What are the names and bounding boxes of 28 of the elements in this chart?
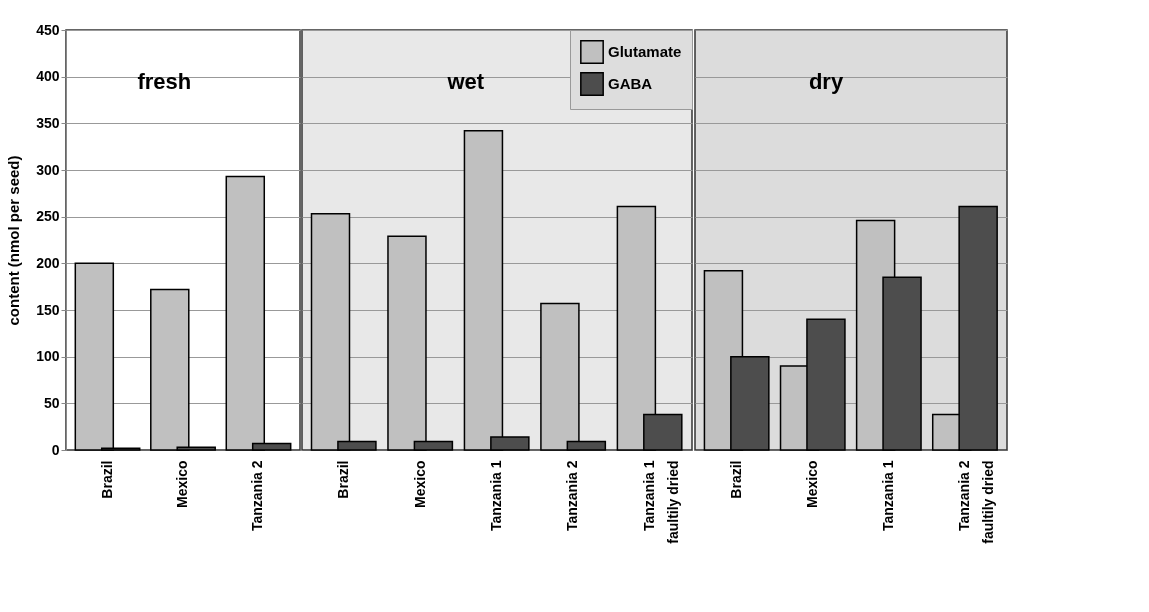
y-tick-label: 250 xyxy=(36,208,60,225)
x-tick-label: Mexico xyxy=(174,460,190,508)
legend-label: Glutamate xyxy=(608,43,682,60)
y-tick-label: 300 xyxy=(36,161,60,178)
x-tick-label: Mexico xyxy=(803,460,820,508)
x-tick-label: Tanzania 2 xyxy=(564,460,581,532)
x-tick-label: Tanzania 2 faultily dried xyxy=(956,460,997,544)
x-tick-label: Tanzania 1 xyxy=(488,460,504,532)
x-tick-label: Tanzania 1 xyxy=(880,460,897,532)
y-tick-label: 0 xyxy=(51,441,60,458)
x-tick-label: Brazil xyxy=(727,460,744,499)
y-tick-label: 50 xyxy=(43,394,60,411)
y-axis-title: content (nmol per seed) xyxy=(5,155,23,326)
y-tick-label: 100 xyxy=(36,348,60,365)
x-tick-label: Mexico xyxy=(411,460,428,508)
text: fresh xyxy=(137,69,192,94)
x-tick-label: Brazil xyxy=(335,460,352,499)
y-tick-label: 150 xyxy=(36,301,60,318)
y-tick-label: 200 xyxy=(36,254,60,271)
x-tick-label: Tanzania 2 xyxy=(249,460,266,532)
y-tick-label: 400 xyxy=(36,68,60,85)
x-tick-label: Tanzania 1 faultily dried xyxy=(640,460,681,544)
y-tick-label: 350 xyxy=(36,114,60,131)
text: dry xyxy=(808,69,844,94)
legend-label: GABA xyxy=(608,75,653,92)
x-tick-label: Brazil xyxy=(98,460,115,499)
y-tick-label: 450 xyxy=(36,21,60,38)
text: wet xyxy=(446,69,485,94)
